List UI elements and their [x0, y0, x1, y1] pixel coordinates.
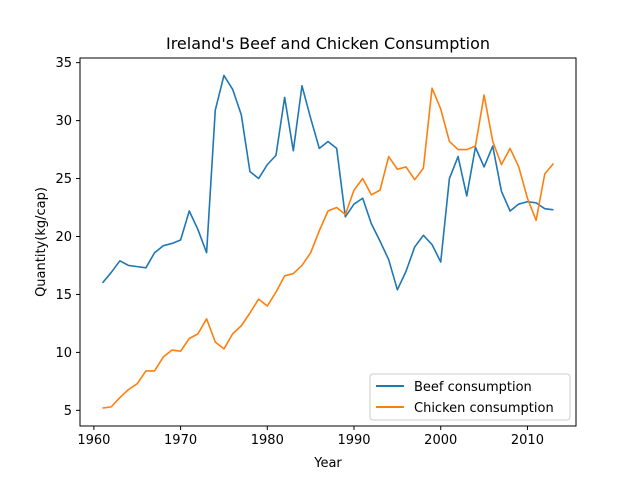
x-tick-label: 1960	[77, 433, 110, 448]
series-line-beef	[101, 74, 554, 291]
legend-box	[369, 373, 571, 421]
x-tick-label: 1990	[337, 433, 370, 448]
legend: Beef consumption Chicken consumption	[369, 373, 571, 421]
x-axis-label: Year	[313, 456, 342, 471]
x-axis: 1960 1970 1980 1990 2000 2010	[77, 426, 544, 448]
y-axis: 5 10 15 20 25 30 35	[55, 56, 80, 419]
y-tick-label: 20	[55, 230, 72, 245]
x-tick-label: 2000	[424, 433, 457, 448]
axes-frame	[79, 57, 577, 427]
y-tick-label: 5	[64, 404, 72, 419]
plot-area	[101, 74, 555, 409]
y-axis-label: Quantity(kg/cap)	[34, 187, 49, 297]
y-tick-label: 10	[55, 346, 72, 361]
y-tick-label: 30	[55, 114, 72, 129]
x-tick-label: 1980	[251, 433, 284, 448]
y-tick-label: 35	[55, 56, 72, 71]
legend-label-chicken: Chicken consumption	[414, 401, 554, 416]
x-tick-label: 2010	[511, 433, 544, 448]
x-tick-label: 1970	[164, 433, 197, 448]
legend-label-beef: Beef consumption	[414, 380, 532, 395]
y-tick-label: 25	[55, 172, 72, 187]
chart-title: Ireland's Beef and Chicken Consumption	[166, 34, 490, 53]
y-tick-label: 15	[55, 288, 72, 303]
series-line-chicken	[102, 87, 555, 409]
